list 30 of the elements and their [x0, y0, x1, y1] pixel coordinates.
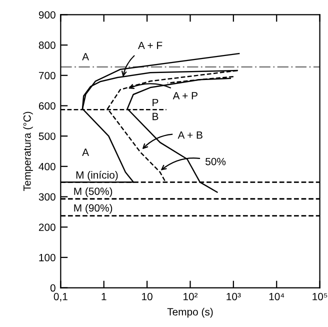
x-tick-label: 0,1: [54, 292, 68, 302]
x-tick-label: 10⁴: [269, 292, 284, 300]
annotation: M (50%): [74, 187, 112, 198]
y-tick-label: 400: [38, 162, 56, 170]
x-tick-label: 10⁵: [312, 292, 328, 300]
y-tick-label: 900: [38, 11, 56, 19]
y-tick-label: 200: [38, 224, 56, 231]
annotation: A + P: [172, 92, 198, 100]
annotation: B: [152, 112, 158, 120]
annotation: A + F: [138, 42, 162, 49]
x-tick-label: 10³: [226, 292, 241, 300]
annotation: M (início): [76, 170, 118, 181]
annotation: 50%: [206, 158, 226, 166]
x-tick-label: 10²: [184, 292, 198, 300]
y-axis-title: Temperatura (°C): [23, 112, 33, 191]
y-tick-label: 800: [38, 42, 56, 49]
annotation: M (90%): [74, 204, 112, 214]
y-tick-label: 300: [38, 193, 56, 201]
annotation: A: [82, 53, 90, 60]
y-tick-label: 500: [38, 132, 56, 140]
y-tick-label: 600: [38, 102, 56, 110]
y-tick-label: 100: [39, 254, 56, 262]
x-tick-label: 1: [102, 293, 106, 300]
y-tick-label: 0: [50, 284, 56, 292]
annotation: A: [82, 148, 90, 156]
annotation: A + B: [178, 131, 202, 139]
annotation: P: [152, 98, 158, 106]
x-axis-title: Tempo (s): [167, 308, 213, 318]
y-tick-label: 700: [38, 72, 56, 80]
x-tick-label: 10: [142, 292, 152, 300]
